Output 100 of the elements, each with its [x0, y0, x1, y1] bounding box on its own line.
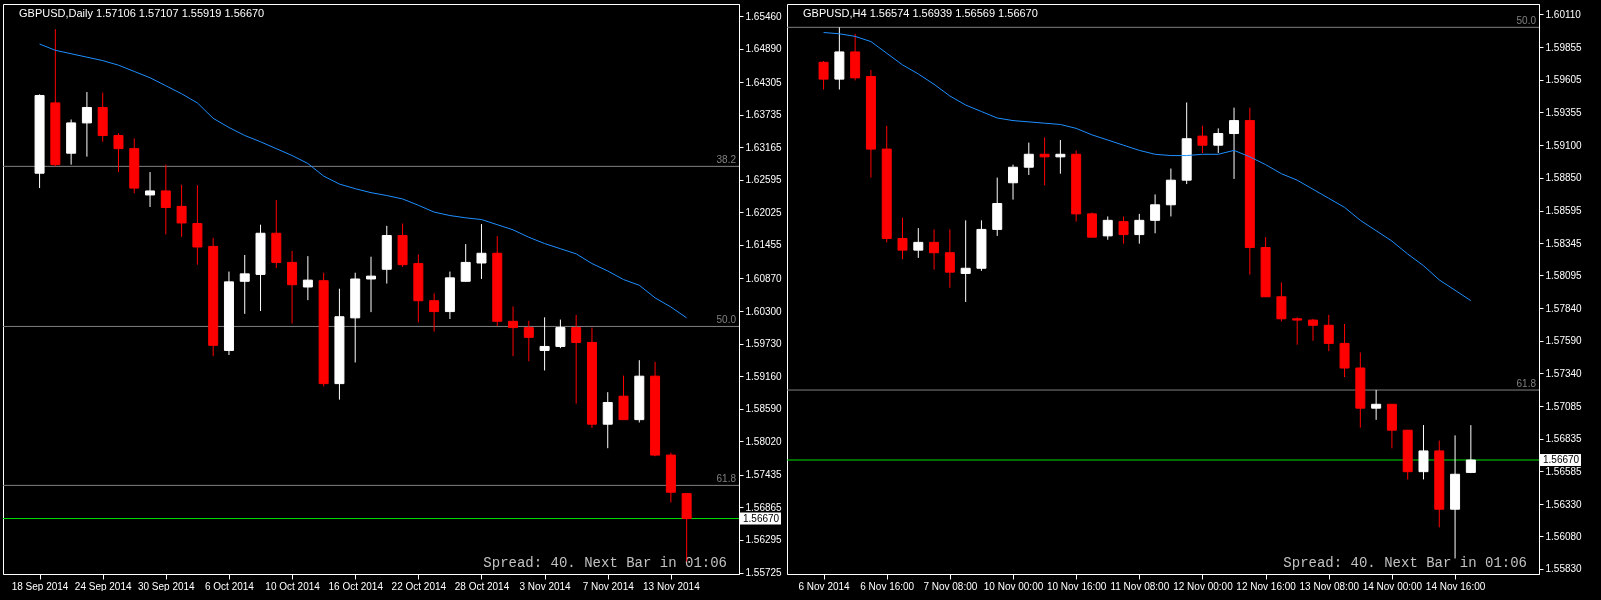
candlestick	[1008, 164, 1019, 201]
candlestick	[81, 91, 92, 158]
y-tick-label: 1.65460	[745, 10, 783, 22]
y-tick-label: 1.59605	[1545, 74, 1583, 86]
y-tick-label: 1.56585	[1545, 465, 1583, 477]
y-tick-label: 1.58590	[745, 403, 783, 415]
y-tick-label: 1.56080	[1545, 530, 1583, 542]
chart-title: GBPUSD,H4 1.56574 1.56939 1.56569 1.56670	[803, 7, 1038, 19]
x-tick-label: 7 Nov 08:00	[923, 580, 978, 592]
candlestick	[1229, 107, 1240, 180]
y-tick-label: 1.62595	[745, 174, 783, 186]
candlestick	[555, 319, 566, 349]
y-tick-label: 1.56835	[1545, 433, 1583, 445]
candlestick	[1023, 142, 1034, 176]
y-tick-label: 1.60870	[745, 272, 783, 284]
candlestick	[960, 219, 971, 303]
x-tick-label: 24 Sep 2014	[74, 580, 132, 592]
candlestick	[1292, 317, 1303, 346]
x-tick-label: 14 Nov 00:00	[1362, 580, 1423, 592]
ref-line-label: 1.56670	[1543, 454, 1580, 465]
candlestick	[476, 223, 487, 280]
y-tick-label: 1.57840	[1545, 302, 1583, 314]
x-tick-label: 18 Sep 2014	[11, 580, 69, 592]
y-tick-label: 1.58595	[1545, 205, 1583, 217]
candlestick	[1371, 389, 1382, 421]
y-tick-label: 1.58345	[1545, 237, 1583, 249]
candlestick	[1213, 127, 1224, 154]
annotation: 61.8	[716, 473, 737, 485]
candlestick	[176, 184, 187, 238]
x-tick-label: 11 Nov 08:00	[1110, 580, 1170, 592]
candlestick	[460, 243, 471, 283]
y-tick-label: 1.58020	[745, 435, 783, 447]
y-tick-label: 1.55725	[745, 567, 783, 579]
x-tick-label: 3 Nov 2014	[519, 580, 572, 592]
annotation: Spread: 40. Next Bar in 01:06	[1283, 555, 1527, 571]
candlestick	[1418, 424, 1429, 480]
y-tick-label: 1.55830	[1545, 563, 1583, 575]
annotation: Spread: 40. Next Bar in 01:06	[483, 555, 727, 571]
y-tick-label: 1.61455	[745, 239, 783, 251]
candlestick	[429, 292, 440, 333]
candlestick	[571, 314, 582, 405]
candlestick	[192, 184, 203, 266]
candlestick	[366, 256, 376, 313]
y-tick-label: 1.56330	[1545, 498, 1583, 510]
candlestick	[1102, 215, 1113, 241]
candlestick	[602, 391, 613, 449]
x-tick-label: 6 Oct 2014	[205, 580, 255, 592]
candlestick	[239, 254, 250, 315]
candlestick	[913, 227, 924, 259]
y-tick-label: 1.57340	[1545, 367, 1583, 379]
x-tick-label: 22 Oct 2014	[391, 580, 447, 592]
x-tick-label: 14 Nov 16:00	[1425, 580, 1486, 592]
y-tick-label: 1.59355	[1545, 106, 1583, 118]
candlestick	[818, 60, 829, 90]
candlestick	[1039, 136, 1050, 186]
candlestick	[508, 305, 519, 357]
y-tick-label: 1.58095	[1545, 269, 1583, 281]
annotation: 61.8	[1516, 378, 1537, 390]
y-tick-label: 1.64890	[745, 43, 783, 55]
x-tick-label: 13 Nov 2014	[643, 580, 701, 592]
x-tick-label: 7 Nov 2014	[582, 580, 635, 592]
y-tick-label: 1.62025	[745, 206, 783, 218]
y-tick-label: 1.59100	[1545, 139, 1583, 151]
candlestick	[1323, 314, 1334, 352]
y-tick-label: 1.64305	[745, 76, 783, 88]
candlestick	[1118, 215, 1129, 245]
candlestick	[897, 217, 908, 260]
ref-line-label: 1.56670	[743, 512, 780, 524]
candlestick	[1197, 125, 1208, 154]
x-tick-label: 28 Oct 2014	[454, 580, 510, 592]
candlestick	[113, 132, 124, 173]
candlestick	[618, 375, 629, 421]
x-tick-label: 10 Nov 16:00	[1046, 580, 1107, 592]
x-tick-label: 16 Oct 2014	[328, 580, 384, 592]
y-tick-label: 1.57085	[1545, 400, 1583, 412]
y-tick-label: 1.59730	[745, 338, 783, 350]
candlestick	[302, 255, 313, 301]
candlestick	[523, 320, 534, 362]
y-tick-label: 1.63735	[745, 109, 783, 121]
annotation: 50.0	[1516, 15, 1537, 27]
y-tick-label: 1.60300	[745, 305, 783, 317]
x-tick-label: 6 Nov 2014	[798, 580, 851, 592]
y-tick-label: 1.57435	[745, 469, 783, 481]
x-tick-label: 13 Nov 08:00	[1299, 580, 1360, 592]
candlestick	[1276, 282, 1287, 322]
candlestick	[287, 250, 298, 325]
x-tick-label: 30 Sep 2014	[137, 580, 196, 592]
candlestick	[944, 228, 955, 289]
y-tick-label: 1.59160	[745, 370, 783, 382]
candlestick	[929, 228, 940, 271]
candlestick	[1055, 139, 1066, 175]
annotation: 50.0	[716, 314, 737, 326]
candlestick	[1134, 213, 1145, 245]
candlestick	[1086, 212, 1097, 238]
y-tick-label: 1.59855	[1545, 41, 1583, 53]
chart-title: GBPUSD,Daily 1.57106 1.57107 1.55919 1.56670	[19, 7, 265, 19]
candlestick	[1465, 424, 1476, 474]
annotation: 38.2	[716, 154, 737, 166]
x-tick-label: 12 Nov 16:00	[1236, 580, 1297, 592]
y-tick-label: 1.60110	[1545, 8, 1582, 20]
